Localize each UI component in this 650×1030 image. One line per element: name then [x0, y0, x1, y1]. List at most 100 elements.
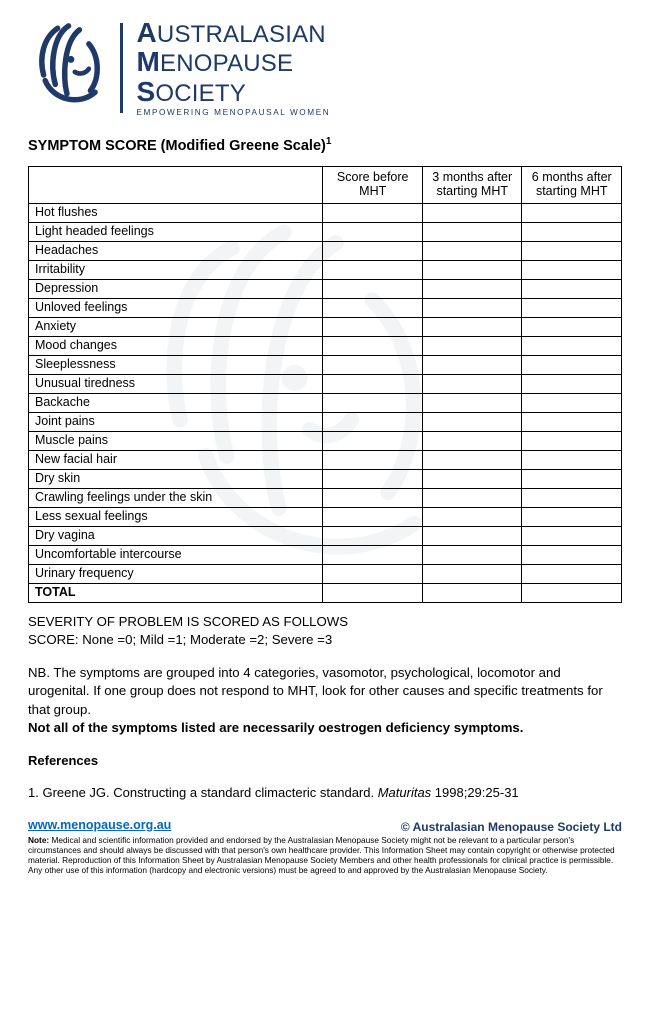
score-cell[interactable]: [422, 545, 522, 564]
nb-block: NB. The symptoms are grouped into 4 cate…: [28, 664, 622, 738]
score-cell[interactable]: [522, 469, 622, 488]
score-cell[interactable]: [323, 336, 423, 355]
table-row: Depression: [29, 279, 622, 298]
score-cell[interactable]: [422, 203, 522, 222]
table-row: Dry vagina: [29, 526, 622, 545]
score-cell[interactable]: [323, 355, 423, 374]
score-cell[interactable]: [323, 298, 423, 317]
score-cell[interactable]: [422, 279, 522, 298]
header-divider: [120, 23, 123, 113]
table-row: Headaches: [29, 241, 622, 260]
score-cell[interactable]: [522, 545, 622, 564]
symptom-label: Backache: [29, 393, 323, 412]
score-cell[interactable]: [323, 222, 423, 241]
score-cell[interactable]: [522, 222, 622, 241]
score-cell[interactable]: [323, 241, 423, 260]
score-cell[interactable]: [522, 431, 622, 450]
symptom-label: Anxiety: [29, 317, 323, 336]
score-cell[interactable]: [422, 222, 522, 241]
score-cell[interactable]: [522, 374, 622, 393]
score-cell[interactable]: [422, 488, 522, 507]
score-cell[interactable]: [422, 431, 522, 450]
score-cell[interactable]: [323, 507, 423, 526]
score-cell[interactable]: [323, 393, 423, 412]
score-cell[interactable]: [323, 431, 423, 450]
score-cell[interactable]: [323, 469, 423, 488]
score-cell[interactable]: [422, 450, 522, 469]
score-cell[interactable]: [522, 564, 622, 583]
score-cell[interactable]: [323, 260, 423, 279]
score-cell[interactable]: [422, 355, 522, 374]
table-row: Hot flushes: [29, 203, 622, 222]
score-cell[interactable]: [323, 488, 423, 507]
score-cell[interactable]: [422, 374, 522, 393]
table-row: Uncomfortable intercourse: [29, 545, 622, 564]
score-cell[interactable]: [323, 317, 423, 336]
symptom-label: New facial hair: [29, 450, 323, 469]
score-cell[interactable]: [422, 564, 522, 583]
score-cell[interactable]: [522, 298, 622, 317]
score-cell[interactable]: [522, 241, 622, 260]
table-row: Unusual tiredness: [29, 374, 622, 393]
score-cell[interactable]: [422, 241, 522, 260]
score-cell[interactable]: [522, 317, 622, 336]
symptom-label: Headaches: [29, 241, 323, 260]
table-row: Irritability: [29, 260, 622, 279]
score-cell[interactable]: [522, 488, 622, 507]
symptom-label: Sleeplessness: [29, 355, 323, 374]
table-row: Backache: [29, 393, 622, 412]
table-row: Muscle pains: [29, 431, 622, 450]
score-cell[interactable]: [522, 203, 622, 222]
table-row: New facial hair: [29, 450, 622, 469]
score-cell[interactable]: [422, 260, 522, 279]
score-cell[interactable]: [422, 469, 522, 488]
brand-logomark: [28, 22, 106, 114]
score-cell[interactable]: [323, 450, 423, 469]
score-cell[interactable]: [323, 564, 423, 583]
total-cell[interactable]: [522, 583, 622, 602]
symptom-label: Unusual tiredness: [29, 374, 323, 393]
score-cell[interactable]: [323, 412, 423, 431]
symptom-label: Unloved feelings: [29, 298, 323, 317]
score-cell[interactable]: [323, 374, 423, 393]
col-6months: 6 months after starting MHT: [522, 166, 622, 203]
total-label: TOTAL: [29, 583, 323, 602]
score-cell[interactable]: [422, 317, 522, 336]
total-cell[interactable]: [323, 583, 423, 602]
score-cell[interactable]: [422, 393, 522, 412]
score-cell[interactable]: [522, 260, 622, 279]
disclaimer-text: Note: Medical and scientific information…: [28, 836, 622, 876]
score-cell[interactable]: [522, 526, 622, 545]
score-cell[interactable]: [422, 336, 522, 355]
table-row: Dry skin: [29, 469, 622, 488]
symptom-score-table: Score before MHT 3 months after starting…: [28, 166, 622, 603]
symptom-label: Less sexual feelings: [29, 507, 323, 526]
table-header-row: Score before MHT 3 months after starting…: [29, 166, 622, 203]
col-before: Score before MHT: [323, 166, 423, 203]
score-cell[interactable]: [522, 336, 622, 355]
symptom-label: Irritability: [29, 260, 323, 279]
table-row: Crawling feelings under the skin: [29, 488, 622, 507]
score-cell[interactable]: [422, 526, 522, 545]
col-symptom: [29, 166, 323, 203]
score-cell[interactable]: [323, 526, 423, 545]
total-cell[interactable]: [422, 583, 522, 602]
score-cell[interactable]: [522, 355, 622, 374]
score-cell[interactable]: [522, 279, 622, 298]
website-link[interactable]: www.menopause.org.au: [28, 818, 171, 832]
symptom-label: Crawling feelings under the skin: [29, 488, 323, 507]
score-cell[interactable]: [422, 507, 522, 526]
score-cell[interactable]: [323, 279, 423, 298]
score-cell[interactable]: [323, 203, 423, 222]
table-row: Anxiety: [29, 317, 622, 336]
score-cell[interactable]: [522, 412, 622, 431]
score-cell[interactable]: [522, 507, 622, 526]
score-cell[interactable]: [522, 450, 622, 469]
score-cell[interactable]: [422, 412, 522, 431]
symptom-label: Uncomfortable intercourse: [29, 545, 323, 564]
score-cell[interactable]: [422, 298, 522, 317]
symptom-label: Joint pains: [29, 412, 323, 431]
score-cell[interactable]: [323, 545, 423, 564]
score-cell[interactable]: [522, 393, 622, 412]
brand-header: AUSTRALASIAN MENOPAUSE SOCIETY EMPOWERIN…: [28, 18, 622, 118]
